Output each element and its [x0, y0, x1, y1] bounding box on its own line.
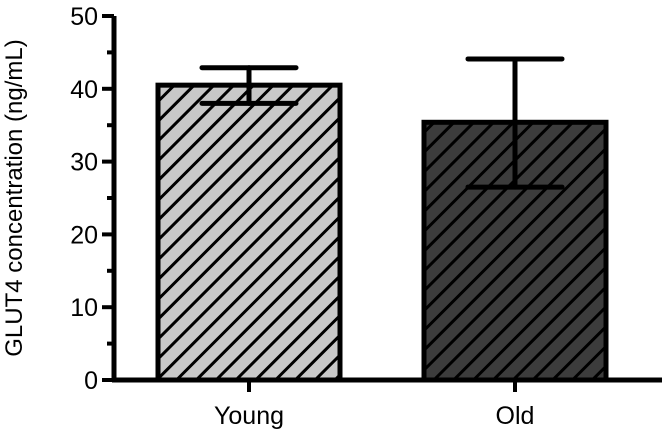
y-axis-label: GLUT4 concentration (ng/mL) — [1, 39, 28, 356]
error-bar — [465, 56, 565, 190]
y-tick-label: 10 — [70, 294, 98, 322]
x-tick-label: Young — [214, 402, 284, 430]
bar-young — [155, 65, 343, 383]
x-tick-label: Old — [496, 402, 535, 430]
y-axis: 0 10 20 30 40 50 — [70, 3, 117, 395]
bar-old — [421, 56, 609, 383]
x-axis: Young Old — [112, 377, 662, 430]
y-tick-label: 30 — [70, 149, 98, 177]
y-tick-label: 20 — [70, 221, 98, 249]
y-tick-label: 50 — [70, 3, 98, 31]
y-tick-label: 40 — [70, 76, 98, 104]
y-tick-label: 0 — [84, 367, 98, 395]
bars — [155, 56, 609, 383]
error-bar — [199, 65, 299, 106]
